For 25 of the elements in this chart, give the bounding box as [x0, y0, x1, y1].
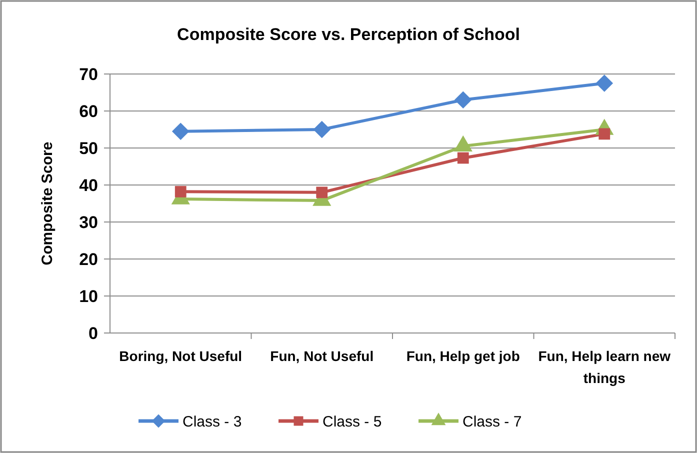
y-axis-title: Composite Score	[39, 142, 56, 266]
point	[313, 120, 331, 138]
y-tick-label: 20	[79, 250, 98, 269]
y-tick-label: 60	[79, 102, 98, 121]
x-tick-label: Boring, Not Useful	[119, 348, 242, 364]
legend-label: Class - 3	[182, 413, 242, 430]
point	[457, 152, 469, 164]
y-tick-label: 40	[79, 176, 98, 195]
point	[596, 74, 614, 92]
point	[598, 128, 610, 140]
x-tick-label: Fun, Not Useful	[270, 348, 374, 364]
x-tick-label: Fun, Help learn new things	[538, 348, 671, 386]
point	[174, 186, 186, 198]
chart-title: Composite Score vs. Perception of School	[177, 25, 520, 44]
legend-label: Class - 5	[322, 413, 382, 430]
point	[454, 91, 472, 109]
y-tick-label: 50	[79, 138, 98, 158]
y-tick-label: 10	[79, 286, 98, 306]
y-tick-label: 30	[79, 212, 98, 232]
y-tick-label: 70	[79, 64, 98, 84]
point	[316, 186, 328, 198]
point	[172, 122, 190, 140]
legend-label: Class - 7	[462, 413, 522, 430]
y-tick-label: 0	[88, 324, 98, 343]
x-tick-label: Fun, Help get job	[406, 348, 520, 364]
